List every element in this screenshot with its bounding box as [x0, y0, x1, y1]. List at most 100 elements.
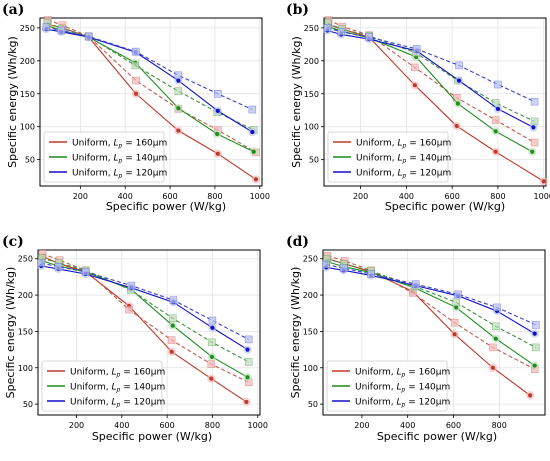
data-marker-square: [532, 343, 540, 352]
data-marker-square: [174, 87, 183, 95]
legend-label: Uniform, Lp = 160μm: [72, 139, 167, 150]
legend-label: Uniform, Lp = 120μm: [70, 398, 165, 409]
data-marker: [452, 332, 457, 337]
y-tick-label: 50: [309, 156, 319, 165]
data-marker-square: [411, 280, 420, 288]
data-marker-square: [365, 33, 373, 41]
data-marker-square: [169, 314, 177, 323]
y-tick-label: 150: [20, 90, 35, 99]
dashed-series-line: [41, 257, 249, 363]
y-tick-label: 250: [303, 255, 318, 264]
data-marker: [245, 347, 250, 352]
plot-frame: [323, 17, 547, 187]
chart-panel-1: (a)200 400 600 800 100050100150200250Specifi…: [2, 2, 270, 213]
data-marker-square: [84, 32, 93, 41]
y-axis-label: Specific energy (Wh/kg): [6, 36, 19, 168]
data-marker: [209, 376, 214, 381]
y-tick-label: 250: [18, 255, 33, 264]
data-marker: [215, 151, 220, 156]
y-tick-label: 200: [304, 57, 319, 66]
data-marker-square: [81, 268, 90, 276]
data-marker: [541, 179, 546, 184]
data-marker: [176, 78, 181, 83]
series-line: [326, 266, 535, 335]
data-marker: [245, 375, 250, 380]
data-marker: [244, 399, 249, 405]
data-marker-square: [57, 26, 66, 35]
data-marker-square: [131, 61, 140, 70]
plot-frame: [322, 249, 546, 416]
x-tick-label: 400: [114, 421, 129, 430]
legend-box: [327, 131, 449, 183]
y-tick-label: 150: [303, 327, 318, 336]
x-tick-label: 600: [159, 421, 174, 430]
y-tick-label: 100: [303, 364, 318, 373]
data-marker-square: [532, 321, 540, 329]
x-axis-label: Specific power (W/kg): [385, 200, 505, 213]
data-marker-square: [491, 116, 500, 124]
data-marker: [133, 91, 139, 96]
data-marker: [412, 83, 417, 88]
legend-label: Uniform, Lp = 120μm: [72, 169, 167, 180]
data-marker: [253, 177, 259, 182]
data-marker: [250, 129, 255, 135]
dashed-series-line: [327, 27, 535, 103]
data-marker-square: [530, 97, 539, 106]
data-marker: [532, 363, 537, 368]
x-tick-label: 1000: [534, 192, 550, 201]
chart-panel-4: (d) 200 400 600 800 50 100 150 200 250 Specific po…: [286, 234, 546, 443]
data-marker-square: [169, 296, 178, 304]
data-marker: [176, 106, 181, 111]
data-marker: [209, 354, 215, 359]
data-marker-square: [248, 105, 257, 114]
y-tick-label: 150: [18, 327, 33, 336]
y-tick-label: 250: [304, 24, 319, 33]
data-marker: [493, 149, 498, 154]
legend-label: Uniform, Lp = 160μm: [355, 368, 450, 379]
data-marker-square: [322, 260, 330, 269]
x-tick-label: 800: [207, 192, 222, 201]
series-line: [41, 260, 248, 378]
series-line: [41, 265, 248, 351]
data-marker-square: [489, 343, 497, 352]
data-marker-square: [323, 24, 332, 32]
panel-label: (c): [2, 234, 24, 250]
data-marker-square: [411, 63, 419, 72]
data-marker: [454, 123, 459, 129]
x-tick-label: 400: [399, 192, 414, 201]
data-marker: [215, 131, 220, 137]
legend-box: [326, 360, 448, 412]
data-marker-square: [455, 61, 463, 70]
x-tick-label: 400: [118, 192, 133, 201]
legend-box: [43, 131, 165, 183]
panel-label: (b): [286, 2, 309, 18]
y-tick-label: 50: [308, 400, 318, 409]
data-marker-square: [244, 335, 253, 344]
x-tick-label: 600: [162, 192, 177, 201]
data-marker-square: [167, 336, 176, 344]
x-axis-label: Specific power (W/kg): [92, 430, 212, 443]
data-marker: [210, 325, 215, 330]
x-tick-label: 600: [445, 192, 460, 201]
data-marker-square: [37, 259, 45, 267]
plot-frame: [37, 249, 261, 416]
data-marker-square: [244, 358, 253, 366]
data-marker: [490, 365, 495, 370]
y-tick-label: 200: [18, 291, 33, 300]
data-marker: [455, 101, 460, 106]
data-marker-square: [454, 290, 462, 299]
data-marker-square: [125, 305, 133, 314]
x-tick-label: 200: [69, 421, 84, 430]
y-tick-label: 150: [304, 90, 319, 99]
x-axis-label: Specific power (W/kg): [377, 430, 497, 443]
y-tick-label: 100: [304, 123, 319, 132]
data-marker: [170, 323, 175, 328]
data-marker: [169, 349, 174, 354]
y-tick-label: 100: [18, 364, 33, 373]
data-marker-square: [450, 318, 459, 327]
x-tick-label: 1000: [250, 192, 270, 201]
x-tick-label: 400: [400, 421, 415, 430]
data-marker: [532, 331, 537, 336]
data-marker: [493, 129, 498, 134]
data-marker-square: [493, 303, 501, 312]
